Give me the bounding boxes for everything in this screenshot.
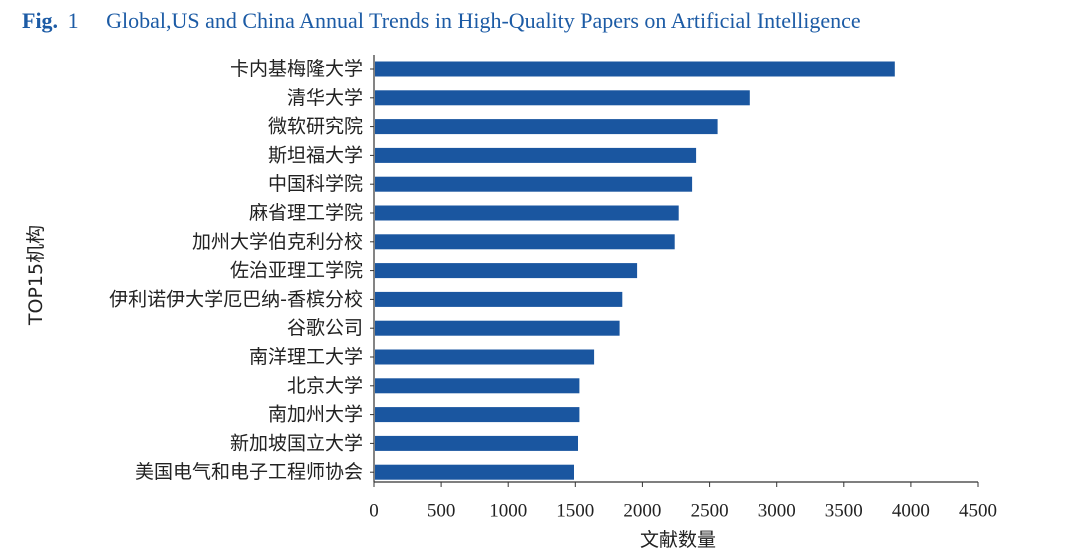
- x-tick-label: 1000: [489, 501, 527, 522]
- x-tick-label: 4500: [959, 501, 997, 522]
- category-labels-group: 卡内基梅隆大学清华大学微软研究院斯坦福大学中国科学院麻省理工学院加州大学伯克利分…: [109, 58, 363, 483]
- category-label: 谷歌公司: [287, 317, 363, 339]
- bar: [375, 320, 620, 336]
- category-label: 北京大学: [287, 375, 363, 397]
- x-axis-title: 文献数量: [640, 529, 716, 551]
- x-tick-label: 3500: [825, 501, 863, 522]
- bar: [375, 119, 718, 135]
- bar: [375, 464, 574, 480]
- x-tick-label: 2500: [691, 501, 729, 522]
- category-label: 佐治亚理工学院: [230, 260, 363, 282]
- bar: [375, 435, 578, 451]
- bar: [375, 263, 638, 279]
- x-tick-label: 1500: [556, 501, 594, 522]
- bars-group: [375, 61, 895, 480]
- x-tick-label: 3000: [758, 501, 796, 522]
- bar: [375, 176, 693, 192]
- figure-label: Fig.: [22, 8, 59, 33]
- y-axis-title: TOP15机构: [25, 225, 47, 326]
- bar: [375, 291, 623, 307]
- figure-caption: Fig. 1 Global,US and China Annual Trends…: [22, 6, 861, 36]
- x-ticks-group: 0 500 1000 1500 2000 2500 3000 3500 4000 4500: [369, 482, 997, 522]
- bar: [375, 349, 595, 365]
- category-label: 伊利诺伊大学厄巴纳-香槟分校: [109, 288, 363, 310]
- bar: [375, 205, 679, 221]
- x-tick-label: 2000: [623, 501, 661, 522]
- category-label: 清华大学: [287, 87, 363, 109]
- category-label: 南洋理工大学: [249, 346, 363, 368]
- bar: [375, 407, 580, 423]
- bar: [375, 234, 675, 250]
- figure-number: 1: [67, 8, 79, 33]
- category-label: 中国科学院: [268, 173, 363, 195]
- category-label: 斯坦福大学: [268, 144, 363, 166]
- category-label: 卡内基梅隆大学: [230, 58, 363, 80]
- category-label: 美国电气和电子工程师协会: [135, 461, 363, 483]
- bar: [375, 378, 580, 394]
- category-label: 新加坡国立大学: [230, 432, 363, 454]
- category-label: 南加州大学: [268, 404, 363, 426]
- category-label: 麻省理工学院: [249, 202, 363, 224]
- figure-title: Global,US and China Annual Trends in Hig…: [106, 8, 861, 33]
- x-tick-label: 4000: [892, 501, 930, 522]
- bar: [375, 90, 750, 106]
- category-label: 加州大学伯克利分校: [192, 231, 363, 253]
- x-tick-label: 0: [369, 501, 379, 522]
- category-label: 微软研究院: [268, 116, 363, 138]
- axes-group: [370, 55, 978, 483]
- bar: [375, 147, 697, 163]
- x-tick-label: 500: [427, 501, 456, 522]
- bar: [375, 61, 895, 77]
